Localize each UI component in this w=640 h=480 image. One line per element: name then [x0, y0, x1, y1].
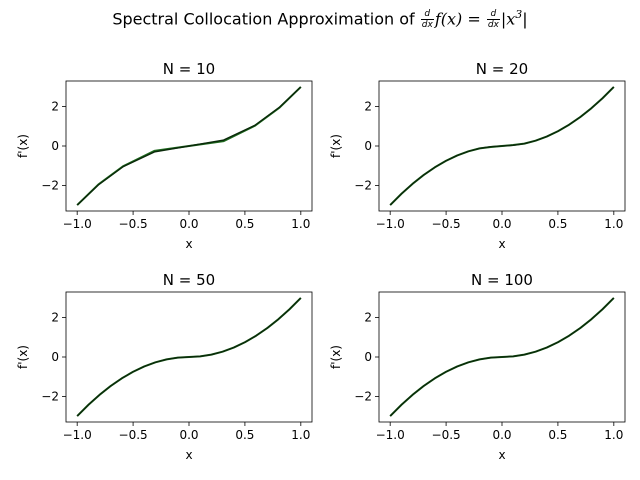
x-tick-label: −1.0	[63, 217, 92, 231]
x-tick-label: 0.0	[179, 428, 198, 442]
subplot-2: −1.0 −0.5 0.0 0.5 1.0 −2 0 2 N = 20 x f'(x)	[329, 60, 626, 251]
derivative-fraction-left: d dx	[420, 9, 434, 31]
subplot-title: N = 100	[471, 271, 533, 289]
y-tick-label: 0	[51, 139, 59, 153]
x-tick-label: −0.5	[432, 217, 461, 231]
series-line-approx	[76, 297, 302, 417]
x-tick-label: −1.0	[63, 428, 92, 442]
y-tick-label: −2	[354, 178, 372, 192]
y-tick-label: 0	[364, 139, 372, 153]
x-tick-label: 0.5	[235, 217, 254, 231]
x-tick-label: 0.5	[548, 217, 567, 231]
x-tick-label: 0.5	[235, 428, 254, 442]
x-tick-label: 1.0	[291, 428, 310, 442]
series-line-approx	[389, 86, 615, 206]
fraction-denominator: dx	[421, 20, 433, 31]
x-tick-label: 0.0	[492, 217, 511, 231]
figure-title-close: |	[522, 9, 528, 29]
x-tick-label: −0.5	[432, 428, 461, 442]
x-tick-label: 0.0	[492, 428, 511, 442]
x-tick-label: −1.0	[376, 217, 405, 231]
subplot-title: N = 50	[163, 271, 215, 289]
y-tick-label: −2	[41, 389, 59, 403]
figure-title-exponent: 3	[515, 8, 523, 21]
subplot-3: −1.0 −0.5 0.0 0.5 1.0 −2 0 2 N = 50 x f'(x)	[16, 271, 313, 462]
subplot-title: N = 20	[476, 60, 528, 78]
x-tick-label: −0.5	[119, 217, 148, 231]
subplot-4: −1.0 −0.5 0.0 0.5 1.0 −2 0 2 N = 100 x f'(x)	[329, 271, 626, 462]
x-tick-label: 0.5	[548, 428, 567, 442]
y-tick-label: 2	[51, 100, 59, 114]
x-tick-label: 1.0	[604, 217, 623, 231]
x-tick-label: 1.0	[291, 217, 310, 231]
x-axis-label: x	[498, 448, 505, 462]
figure-title-expression: |x	[500, 9, 516, 29]
derivative-fraction-right: d dx	[486, 9, 500, 31]
y-tick-label: 0	[51, 350, 59, 364]
y-tick-label: 0	[364, 350, 372, 364]
x-tick-label: −1.0	[376, 428, 405, 442]
fraction-numerator: d	[486, 9, 500, 21]
fraction-numerator: d	[420, 9, 434, 21]
x-axis-label: x	[498, 237, 505, 251]
x-tick-label: 1.0	[604, 428, 623, 442]
series-line-approx	[389, 297, 615, 417]
subplot-title: N = 10	[163, 60, 215, 78]
fraction-denominator: dx	[487, 20, 499, 31]
x-tick-label: 0.0	[179, 217, 198, 231]
y-axis-label: f'(x)	[329, 345, 343, 369]
figure-title-prefix: Spectral Collocation Approximation of	[112, 9, 420, 29]
y-axis-label: f'(x)	[16, 345, 30, 369]
x-tick-label: −0.5	[119, 428, 148, 442]
y-tick-label: −2	[354, 389, 372, 403]
y-tick-label: 2	[364, 311, 372, 325]
y-tick-label: −2	[41, 178, 59, 192]
y-tick-label: 2	[364, 100, 372, 114]
x-axis-label: x	[185, 237, 192, 251]
x-axis-label: x	[185, 448, 192, 462]
figure-title-function: f(x) =	[434, 9, 486, 29]
series-line-approx	[76, 86, 302, 206]
y-tick-label: 2	[51, 311, 59, 325]
y-axis-label: f'(x)	[16, 134, 30, 158]
y-axis-label: f'(x)	[329, 134, 343, 158]
subplot-1: −1.0 −0.5 0.0 0.5 1.0 −2 0 2 N = 10 x f'(x)	[16, 60, 313, 251]
